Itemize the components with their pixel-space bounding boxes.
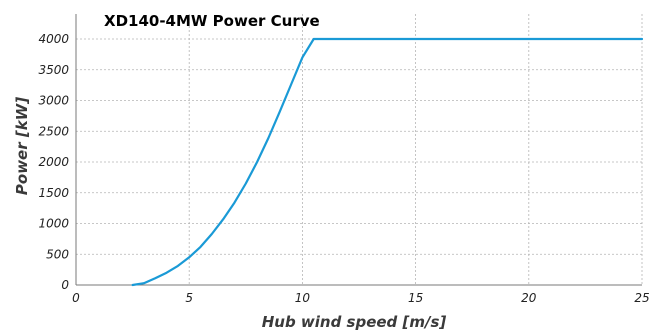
ticks-layer: 0 500 1000 1500 2000 2500 3000 3500 4000 0 5 10 15 20… — [38, 32, 649, 305]
axes-layer — [75, 14, 642, 286]
y-tick-label: 500 — [46, 247, 69, 261]
x-tick-label: 0 — [72, 291, 80, 305]
x-tick-label: 5 — [185, 291, 193, 305]
x-tick-label: 20 — [521, 291, 537, 305]
x-tick-label: 25 — [634, 291, 649, 305]
y-tick-label: 1000 — [38, 217, 69, 231]
y-axis-title: Power [kW] — [13, 97, 31, 195]
y-tick-label: 2000 — [38, 155, 69, 169]
y-tick-label: 1500 — [38, 186, 69, 200]
grid-layer — [76, 14, 643, 285]
y-tick-label: 3500 — [38, 63, 69, 77]
x-tick-label: 10 — [295, 291, 311, 305]
y-tick-label: 2500 — [38, 124, 69, 138]
y-tick-label: 0 — [61, 278, 69, 292]
y-tick-label: 4000 — [38, 32, 69, 46]
x-axis-title: Hub wind speed [m/s] — [262, 313, 447, 331]
series-layer — [131, 37, 644, 287]
x-tick-label: 15 — [408, 291, 423, 305]
power-curve-line — [131, 37, 644, 287]
y-tick-label: 3000 — [38, 94, 69, 108]
chart-title: XD140-4MW Power Curve — [104, 12, 320, 30]
